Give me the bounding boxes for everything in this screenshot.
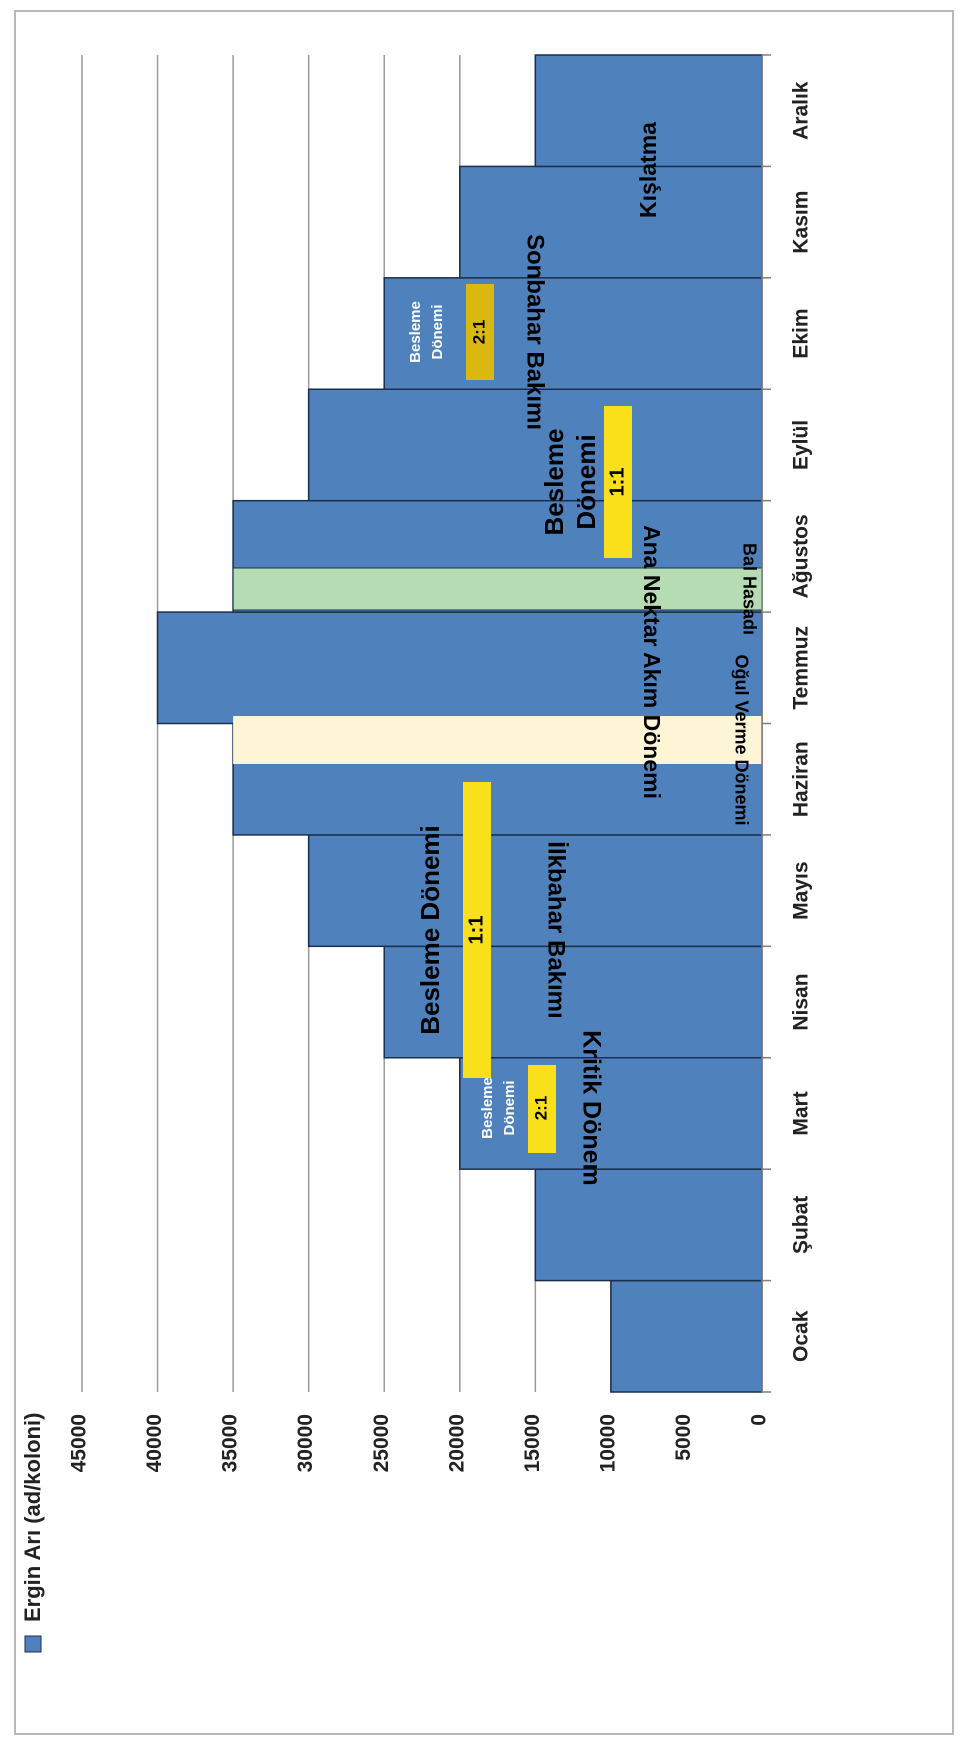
value-tick-label: 30000 [294,1414,317,1472]
legend-label: Ergin Arı (ad/koloni) [20,1413,45,1622]
annotation-ratio-mart: 2:1 [531,1096,550,1121]
value-tick-label: 0 [748,1414,771,1426]
category-label: Kasım [790,191,813,254]
annotation-besleme-mart-1: Besleme [479,1077,496,1139]
annotation-ratio-yaz: 1:1 [606,468,628,497]
annotation-besleme-yaz-1: Besleme [539,429,569,536]
value-tick-label: 35000 [219,1414,242,1472]
annotation-bal-hasadi: Bal Hasadı [739,543,759,635]
category-label: Ocak [790,1310,813,1362]
category-label: Haziran [790,741,813,817]
category-label: Ağustos [790,514,813,598]
bar-10 [459,165,763,279]
annotation-ilkbahar-bakimi: İlkbahar Bakımı [543,841,570,1018]
bar-2 [459,1057,763,1170]
ratio-box-yaz [604,406,632,558]
bal-hasadi-band [232,567,763,611]
value-tick-label: 20000 [445,1414,468,1472]
annotation-sonbahar-bakimi: Sonbahar Bakımı [522,234,549,430]
category-label: Nisan [790,973,813,1030]
value-tick-label: 10000 [596,1414,619,1472]
ogul-band [233,716,763,764]
annotation-kritik-donem: Kritik Dönem [577,1030,605,1186]
annotation-ana-nektar: Ana Nektar Akım Dönemi [639,525,665,799]
category-label: Aralık [790,81,813,140]
annotation-kislatma: Kışlatma [635,122,661,218]
period-bands [232,284,763,1153]
annotation-ratio-ilkbahar: 1:1 [465,916,487,945]
axes: Ocak Şubat Mart Nisan Mayıs Haziran Temmuz Ağus… [68,54,813,1472]
value-tick-label: 5000 [672,1414,695,1461]
ratio-box-ekim [466,284,494,380]
bars [156,54,763,1393]
value-tick-label: 25000 [370,1414,393,1472]
annotation-ogul-verme: Oğul Verme Dönemi [731,654,751,825]
bar-8 [307,388,763,502]
legend-swatch [24,1635,42,1653]
category-label: Mart [790,1091,813,1135]
bar-0 [610,1279,763,1393]
value-tick-label: 15000 [521,1414,544,1472]
category-label: Ekim [790,308,813,358]
value-tick-label: 45000 [68,1414,91,1472]
category-label: Eylül [790,420,813,470]
ratio-box-ilkbahar [463,782,491,1078]
annotation-besleme-ekim-2: Dönemi [429,304,446,359]
category-label: Mayıs [790,861,813,919]
legend [24,1635,42,1653]
bar-6 [156,611,763,725]
annotation-besleme-mart-2: Dönemi [501,1080,518,1135]
ratio-box-mart [528,1065,556,1153]
annotation-ratio-ekim: 2:1 [469,320,488,345]
category-label: Şubat [790,1196,813,1254]
bar-11 [534,54,763,168]
category-label: Temmuz [790,626,813,710]
bar-4 [307,834,763,948]
annotation-besleme-ekim-1: Besleme [407,301,424,363]
bar-1 [534,1168,763,1282]
annotation-besleme-yaz-2: Dönemi [571,434,601,529]
annotation-besleme-ilkbahar: Besleme Dönemi [415,825,445,1035]
value-tick-label: 40000 [143,1414,166,1472]
bar-3 [383,945,763,1059]
